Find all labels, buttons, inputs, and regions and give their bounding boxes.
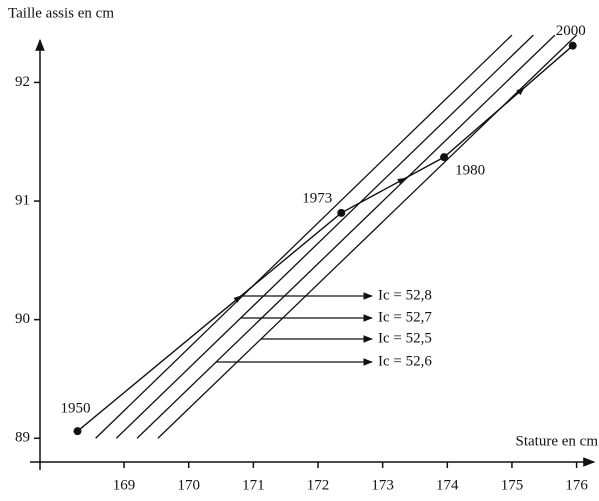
point — [568, 41, 577, 50]
trajectory-arrow — [397, 177, 406, 185]
x-tick-label: 174 — [436, 477, 459, 493]
x-tick-label: 171 — [242, 477, 265, 493]
y-tick-label: 91 — [15, 192, 30, 208]
trajectory-arrow — [516, 87, 525, 96]
iso-line — [95, 35, 513, 439]
iso-line — [157, 35, 578, 439]
x-axis-title: Stature en cm — [516, 433, 599, 449]
trajectory — [77, 45, 574, 432]
iso-label: Ic = 52,7 — [378, 309, 432, 325]
point-label: 1980 — [455, 163, 485, 179]
point-label: 1973 — [302, 190, 332, 206]
iso-label: Ic = 52,5 — [378, 330, 432, 346]
x-tick-label: 175 — [501, 477, 524, 493]
iso-line — [115, 35, 534, 439]
point-label: 1950 — [60, 401, 90, 417]
trajectory-arrow — [227, 295, 242, 308]
x-tick-label: 170 — [177, 477, 200, 493]
iso-lines — [95, 35, 578, 439]
y-tick-label: 89 — [15, 430, 30, 446]
iso-label: Ic = 52,8 — [378, 287, 432, 303]
x-tick-label: 173 — [371, 477, 394, 493]
point — [73, 427, 82, 436]
iso-label: Ic = 52,6 — [378, 353, 432, 369]
point-label: 2000 — [556, 23, 586, 39]
y-tick-label: 90 — [15, 311, 30, 327]
point — [440, 153, 449, 162]
x-tick-label: 176 — [565, 477, 588, 493]
x-tick-label: 169 — [113, 477, 136, 493]
y-tick-label: 92 — [15, 74, 30, 90]
x-tick-label: 172 — [307, 477, 330, 493]
iso-line — [136, 35, 556, 439]
y-axis-title: Taille assis en cm — [8, 5, 114, 21]
point — [337, 208, 346, 217]
